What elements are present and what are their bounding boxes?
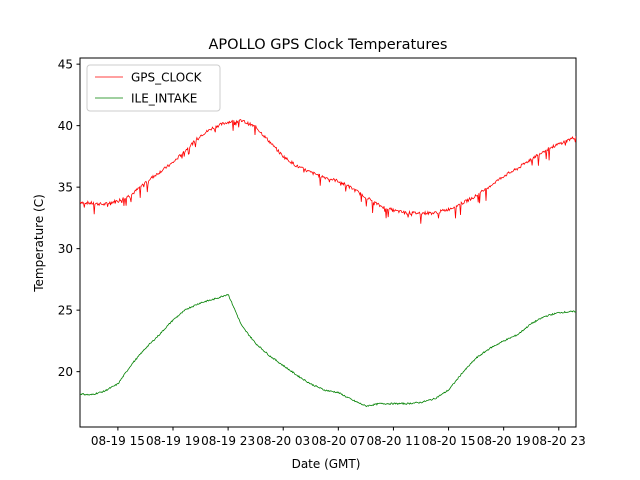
x-tick-label: 08-19 15 <box>91 434 145 448</box>
x-tick-label: 08-20 03 <box>256 434 310 448</box>
y-tick-label: 25 <box>58 304 73 318</box>
y-axis-label: Temperature (C) <box>32 194 46 293</box>
y-tick-label: 35 <box>58 181 73 195</box>
y-tick-label: 30 <box>58 242 73 256</box>
series-line-ile-intake <box>80 294 576 408</box>
y-tick-label: 45 <box>58 58 73 72</box>
x-tick-label: 08-20 23 <box>532 434 586 448</box>
x-tick-label: 08-19 23 <box>201 434 255 448</box>
legend-label: GPS_CLOCK <box>131 71 203 85</box>
x-axis-label: Date (GMT) <box>292 457 361 471</box>
legend-label: ILE_INTAKE <box>131 92 197 106</box>
chart-title: APOLLO GPS Clock Temperatures <box>209 37 448 53</box>
x-tick-label: 08-19 19 <box>146 434 200 448</box>
x-tick-label: 08-20 19 <box>477 434 531 448</box>
x-tick-label: 08-20 11 <box>366 434 420 448</box>
x-tick-label: 08-20 15 <box>422 434 476 448</box>
series-line-gps-clock <box>80 119 576 224</box>
y-tick-label: 40 <box>58 119 73 133</box>
y-tick-label: 20 <box>58 365 73 379</box>
axes-frame <box>79 57 577 428</box>
x-tick-label: 08-20 07 <box>311 434 365 448</box>
legend: GPS_CLOCK ILE_INTAKE <box>86 64 221 112</box>
legend-box <box>86 64 221 112</box>
